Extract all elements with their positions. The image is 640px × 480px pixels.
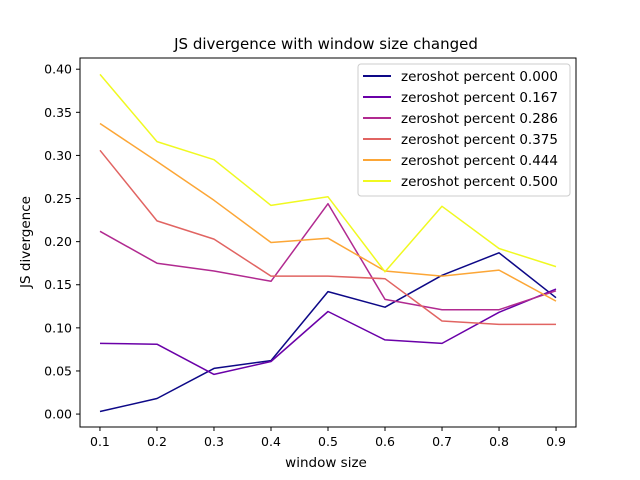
legend-label: zeroshot percent 0.167 xyxy=(401,90,558,106)
plot-lines xyxy=(99,73,557,413)
x-tick-label: 0.2 xyxy=(147,434,167,449)
x-tick-label: 0.6 xyxy=(375,434,395,449)
y-tick-label: 0.20 xyxy=(44,234,72,249)
x-axis-label: window size xyxy=(285,455,367,471)
y-tick-label: 0.40 xyxy=(44,62,72,77)
y-tick-label: 0.25 xyxy=(44,191,72,206)
legend-label: zeroshot percent 0.286 xyxy=(401,111,558,127)
x-tick-label: 0.4 xyxy=(261,434,281,449)
legend-box xyxy=(357,63,571,197)
y-tick-label: 0.30 xyxy=(44,148,72,163)
legend-label: zeroshot percent 0.000 xyxy=(401,69,558,85)
series-line-5 xyxy=(99,73,557,273)
series-line-1 xyxy=(99,288,557,376)
series-line-4 xyxy=(99,122,557,302)
x-tick-label: 0.3 xyxy=(204,434,224,449)
x-tick-label: 0.5 xyxy=(318,434,338,449)
x-tick-label: 0.1 xyxy=(90,434,110,449)
y-tick-label: 0.00 xyxy=(44,407,72,422)
legend-label: zeroshot percent 0.444 xyxy=(401,153,558,169)
series-line-0 xyxy=(99,252,557,413)
y-axis-label: JS divergence xyxy=(18,196,34,289)
series-line-2 xyxy=(99,202,557,311)
y-axis: 0.00 0.05 0.10 0.15 0.20 0.25 0.30 0.35 0.40 xyxy=(44,62,80,422)
y-tick-label: 0.05 xyxy=(44,363,72,378)
x-tick-label: 0.9 xyxy=(546,434,566,449)
series-line-3 xyxy=(99,149,556,326)
x-tick-label: 0.8 xyxy=(489,434,509,449)
chart-title: JS divergence with window size changed xyxy=(173,35,478,53)
legend: zeroshot percent 0.000 zeroshot percent 0… xyxy=(357,63,571,197)
legend-label: zeroshot percent 0.375 xyxy=(401,132,558,148)
y-tick-label: 0.35 xyxy=(44,105,72,120)
legend-label: zeroshot percent 0.500 xyxy=(401,174,558,190)
y-tick-label: 0.10 xyxy=(44,320,72,335)
x-axis: 0.1 0.2 0.3 0.4 0.5 0.6 0.7 0.8 0.9 xyxy=(90,427,566,449)
y-tick-label: 0.15 xyxy=(44,277,72,292)
x-tick-label: 0.7 xyxy=(432,434,452,449)
